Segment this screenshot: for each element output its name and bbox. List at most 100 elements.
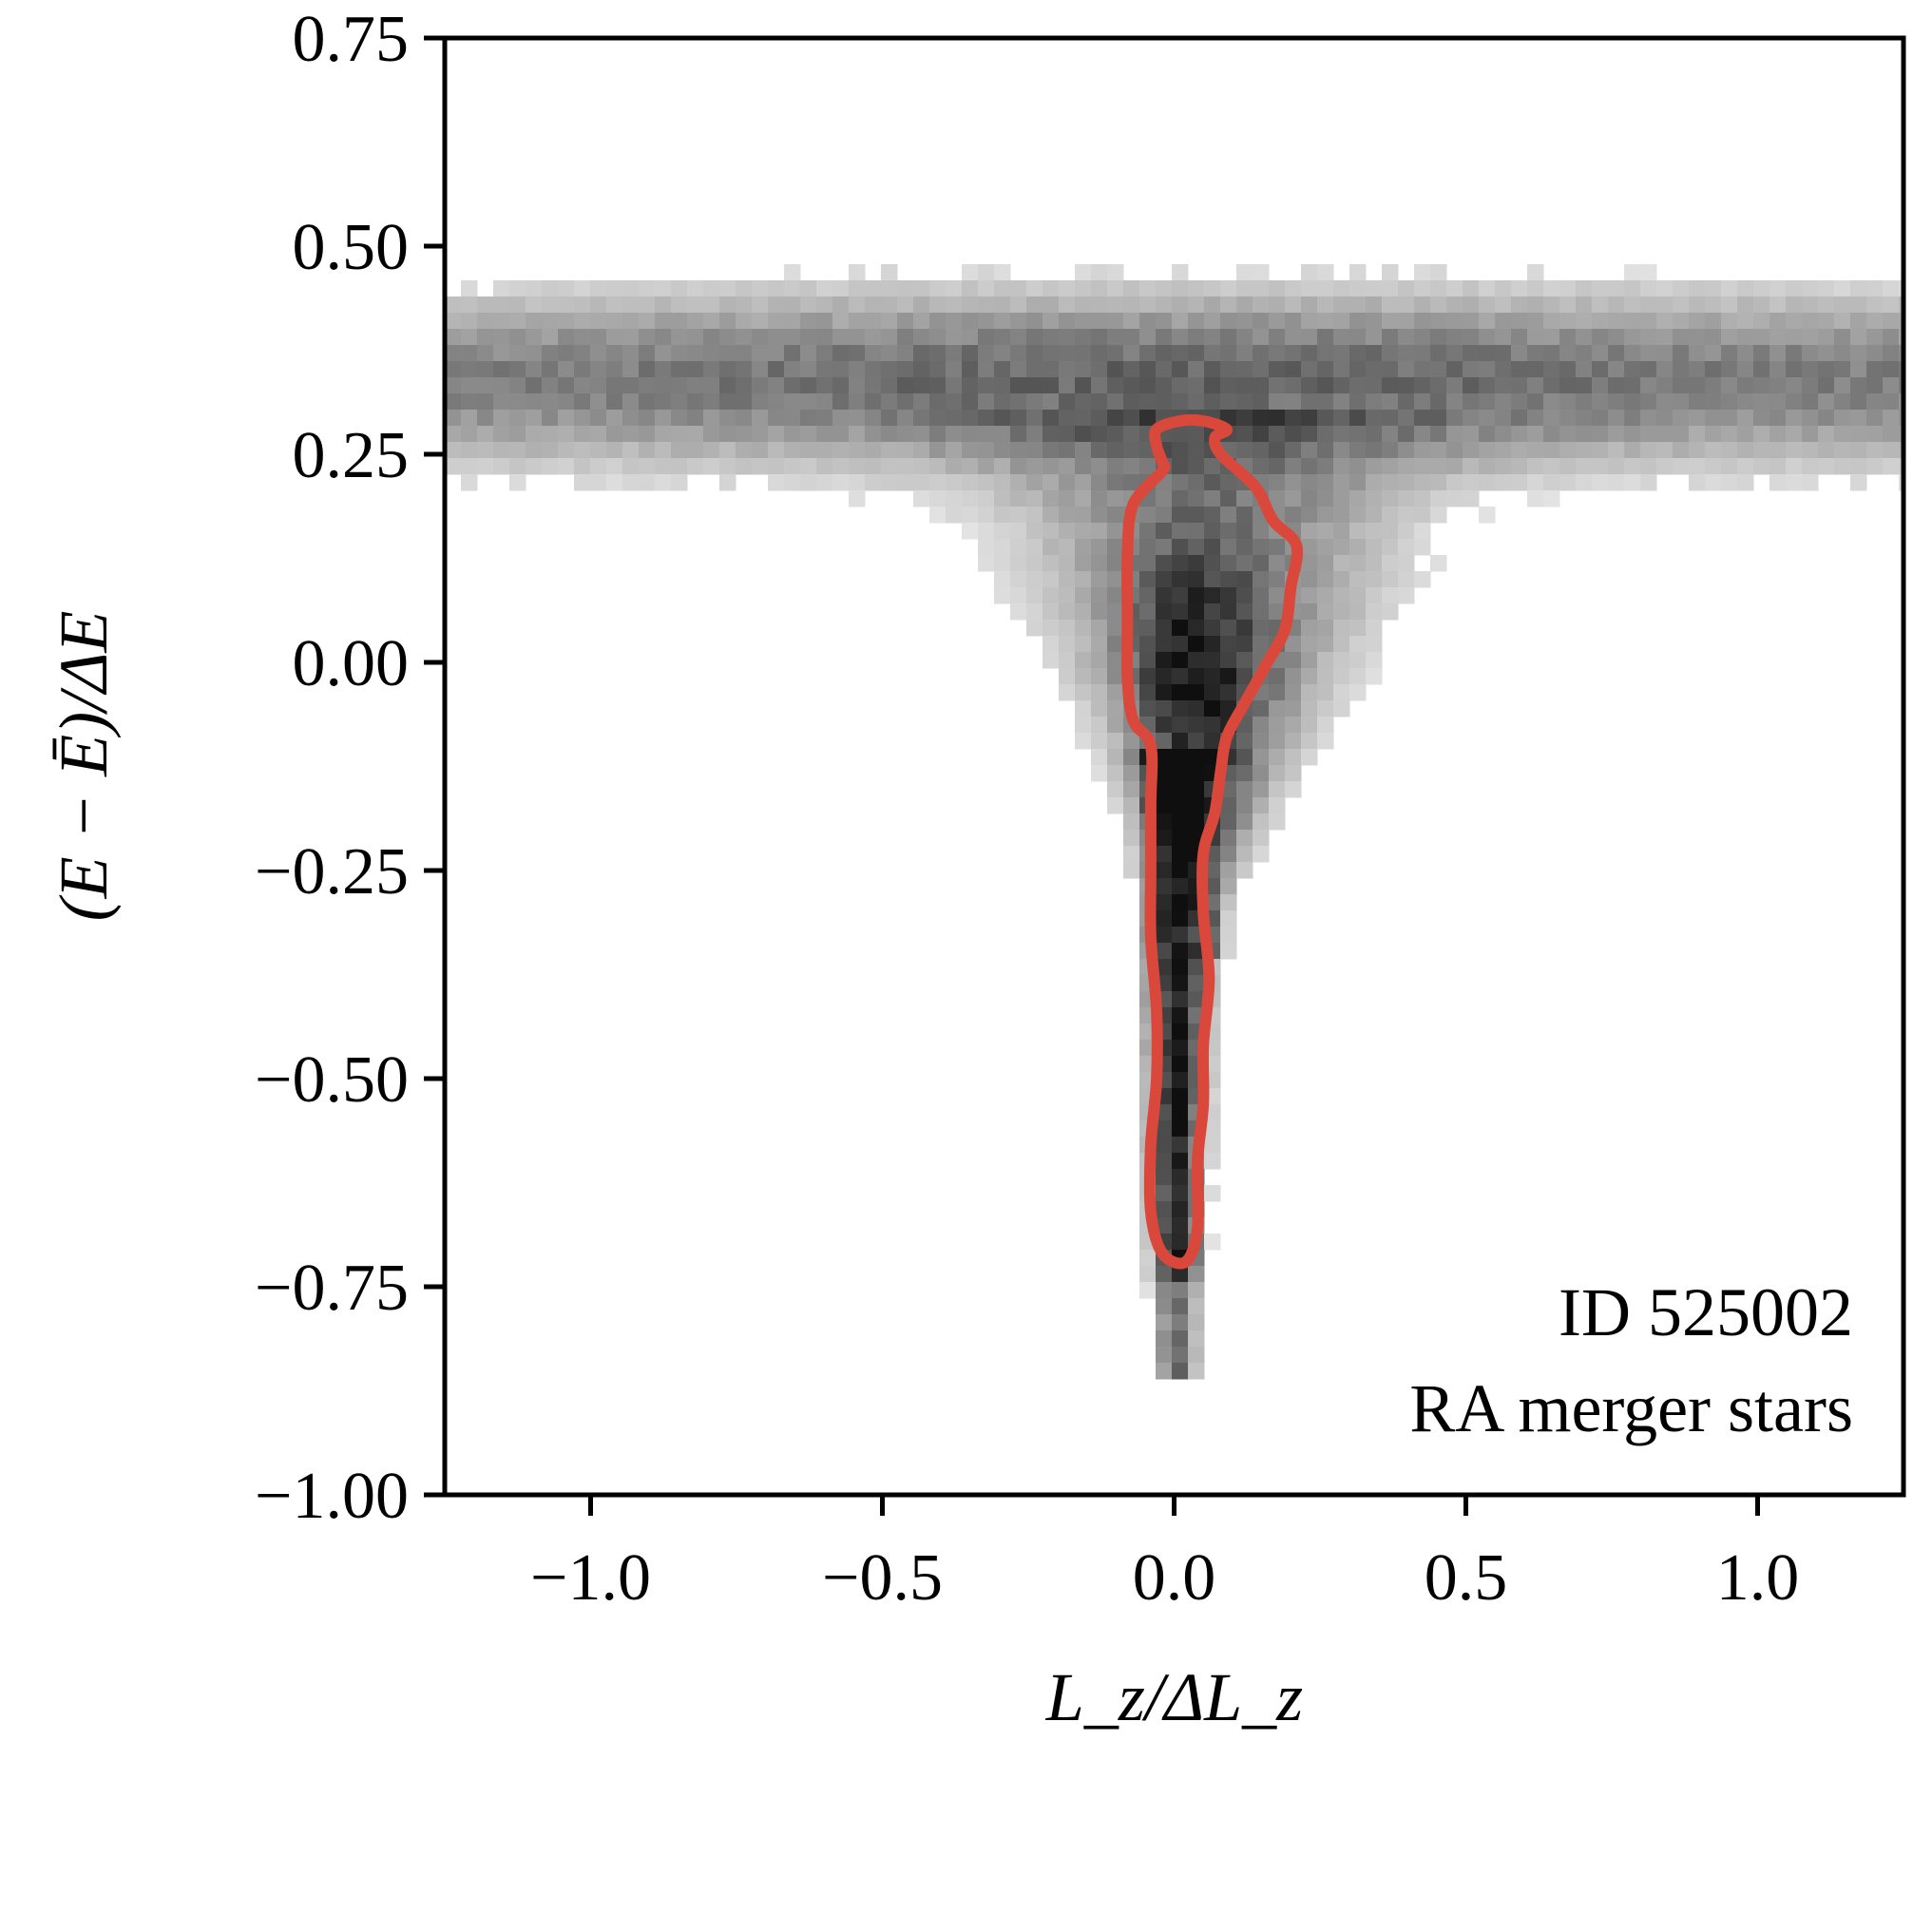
- histogram-bin: [1091, 700, 1108, 717]
- histogram-bin: [1430, 280, 1447, 297]
- histogram-bin: [1366, 296, 1383, 314]
- histogram-bin: [1656, 458, 1674, 475]
- histogram-bin: [768, 280, 785, 297]
- histogram-bin: [1446, 442, 1463, 459]
- histogram-bin: [1059, 296, 1076, 314]
- histogram-bin: [865, 474, 882, 491]
- histogram-bin: [1269, 329, 1286, 346]
- histogram-bin: [897, 329, 914, 346]
- histogram-bin: [994, 458, 1011, 475]
- histogram-bin: [1010, 490, 1027, 507]
- histogram-bin: [1608, 329, 1625, 346]
- histogram-bin: [1802, 296, 1819, 314]
- histogram-bin: [1850, 345, 1867, 362]
- histogram-bin: [1689, 280, 1706, 297]
- histogram-bin: [1026, 523, 1043, 540]
- histogram-bin: [1382, 507, 1399, 524]
- histogram-bin: [1123, 426, 1140, 443]
- histogram-bin: [558, 280, 575, 297]
- histogram-bin: [1139, 555, 1157, 572]
- histogram-bin: [1479, 377, 1496, 394]
- histogram-bin: [1139, 603, 1157, 621]
- histogram-bin: [1883, 410, 1900, 427]
- histogram-bin: [1107, 571, 1124, 588]
- histogram-bin: [881, 280, 898, 297]
- histogram-bin: [1220, 813, 1237, 831]
- histogram-bin: [1737, 426, 1754, 443]
- histogram-bin: [768, 329, 785, 346]
- histogram-bin: [1414, 313, 1431, 330]
- histogram-bin: [1737, 361, 1754, 378]
- histogram-bin: [1834, 442, 1851, 459]
- histogram-bin: [1786, 426, 1803, 443]
- histogram-bin: [1188, 700, 1205, 717]
- histogram-bin: [1220, 878, 1237, 895]
- histogram-bin: [1139, 684, 1157, 701]
- histogram-bin: [1495, 426, 1512, 443]
- histogram-bin: [1139, 410, 1157, 427]
- histogram-bin: [1285, 329, 1302, 346]
- histogram-bin: [1689, 377, 1706, 394]
- histogram-bin: [1398, 377, 1415, 394]
- histogram-bin: [1333, 603, 1350, 621]
- histogram-bin: [929, 474, 947, 491]
- histogram-bin: [1624, 264, 1641, 281]
- histogram-bin: [1253, 749, 1270, 766]
- histogram-bin: [832, 474, 850, 491]
- histogram-bin: [1624, 296, 1641, 314]
- histogram-bin: [1059, 636, 1076, 653]
- histogram-bin: [574, 361, 591, 378]
- histogram-bin: [1220, 587, 1237, 604]
- histogram-bin: [736, 410, 753, 427]
- histogram-bin: [897, 393, 914, 411]
- histogram-bin: [1220, 668, 1237, 685]
- histogram-bin: [1091, 652, 1108, 669]
- histogram-bin: [1188, 1314, 1205, 1331]
- histogram-bin: [1204, 507, 1221, 524]
- histogram-bin: [1543, 410, 1560, 427]
- histogram-bin: [1640, 313, 1657, 330]
- histogram-bin: [1802, 280, 1819, 297]
- histogram-bin: [1172, 1266, 1189, 1283]
- histogram-bin: [655, 474, 672, 491]
- histogram-bin: [655, 329, 672, 346]
- histogram-bin: [622, 313, 640, 330]
- histogram-bin: [574, 442, 591, 459]
- histogram-bin: [1091, 587, 1108, 604]
- histogram-bin: [1043, 426, 1060, 443]
- histogram-bin: [1301, 458, 1318, 475]
- histogram-bin: [1043, 571, 1060, 588]
- histogram-bin: [1382, 523, 1399, 540]
- histogram-bin: [881, 329, 898, 346]
- histogram-bin: [1059, 313, 1076, 330]
- histogram-bin: [1527, 377, 1544, 394]
- histogram-bin: [994, 571, 1011, 588]
- histogram-bin: [913, 442, 930, 459]
- histogram-bin: [1026, 539, 1043, 556]
- histogram-bin: [1220, 571, 1237, 588]
- histogram-bin: [946, 313, 963, 330]
- histogram-bin: [1883, 377, 1900, 394]
- histogram-bin: [542, 361, 559, 378]
- histogram-bin: [1463, 426, 1480, 443]
- histogram-bin: [1430, 490, 1447, 507]
- histogram-bin: [1802, 442, 1819, 459]
- histogram-bin: [994, 474, 1011, 491]
- histogram-bin: [1592, 474, 1609, 491]
- histogram-bin: [1349, 636, 1367, 653]
- histogram-bin: [1285, 313, 1302, 330]
- histogram-bin: [1285, 361, 1302, 378]
- histogram-bin: [1156, 555, 1173, 572]
- histogram-bin: [1366, 668, 1383, 685]
- histogram-bin: [1430, 264, 1447, 281]
- histogram-bin: [1107, 426, 1124, 443]
- histogram-bin: [1333, 539, 1350, 556]
- histogram-bin: [1576, 313, 1593, 330]
- histogram-bin: [929, 393, 947, 411]
- histogram-bin: [1043, 442, 1060, 459]
- histogram-bin: [1333, 587, 1350, 604]
- histogram-bin: [832, 329, 850, 346]
- histogram-bin: [1220, 377, 1237, 394]
- histogram-bin: [784, 296, 801, 314]
